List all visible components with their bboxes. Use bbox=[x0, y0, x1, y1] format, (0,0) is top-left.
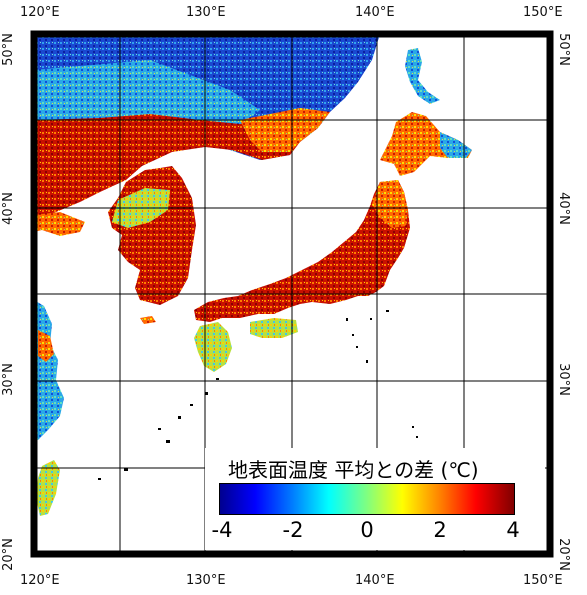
jeju bbox=[140, 316, 156, 324]
top-lon-label-120: 120°E bbox=[20, 5, 60, 20]
top-lon-label-140: 140°E bbox=[355, 5, 395, 20]
mainland-hot-band bbox=[34, 112, 318, 218]
kyushu bbox=[194, 322, 232, 372]
shikoku bbox=[250, 318, 298, 338]
legend-tick-2: 2 bbox=[433, 518, 447, 542]
right-lat-label-20: 20°N bbox=[555, 538, 571, 571]
top-lon-label-130: 130°E bbox=[186, 5, 226, 20]
honshu-north-warm bbox=[372, 180, 408, 228]
left-lat-label-40: 40°N bbox=[0, 192, 16, 225]
sakhalin bbox=[405, 48, 440, 104]
ryukyu-islands bbox=[98, 310, 418, 480]
china-coast-warm bbox=[38, 330, 54, 362]
bottom-lon-label-150: 150°E bbox=[523, 573, 563, 588]
bottom-lon-label-140: 140°E bbox=[355, 573, 395, 588]
mainland-warm-patch bbox=[240, 108, 330, 152]
mainland-mid-cool bbox=[34, 60, 260, 130]
right-lat-label-40: 40°N bbox=[555, 192, 571, 225]
taiwan bbox=[36, 460, 60, 516]
bottom-lon-label-120: 120°E bbox=[20, 573, 60, 588]
legend-tick-minus4: -4 bbox=[211, 518, 233, 542]
hokkaido bbox=[380, 112, 472, 176]
shandong bbox=[34, 212, 85, 236]
legend-tick-0: 0 bbox=[360, 518, 374, 542]
left-lat-label-20: 20°N bbox=[0, 538, 16, 571]
bottom-lon-label-130: 130°E bbox=[186, 573, 226, 588]
legend-colorbar bbox=[219, 483, 515, 515]
legend-title: 地表面温度 平均との差 (℃) bbox=[228, 458, 479, 482]
legend-tick-minus2: -2 bbox=[282, 518, 304, 542]
legend-tick-4: 4 bbox=[506, 518, 520, 542]
left-lat-label-30: 30°N bbox=[0, 363, 16, 396]
honshu bbox=[194, 180, 410, 322]
right-lat-label-30: 30°N bbox=[555, 363, 571, 396]
top-lon-label-150: 150°E bbox=[523, 5, 563, 20]
right-lat-label-50: 50°N bbox=[555, 33, 571, 66]
map-frame bbox=[30, 30, 554, 558]
left-lat-label-50: 50°N bbox=[0, 33, 16, 66]
